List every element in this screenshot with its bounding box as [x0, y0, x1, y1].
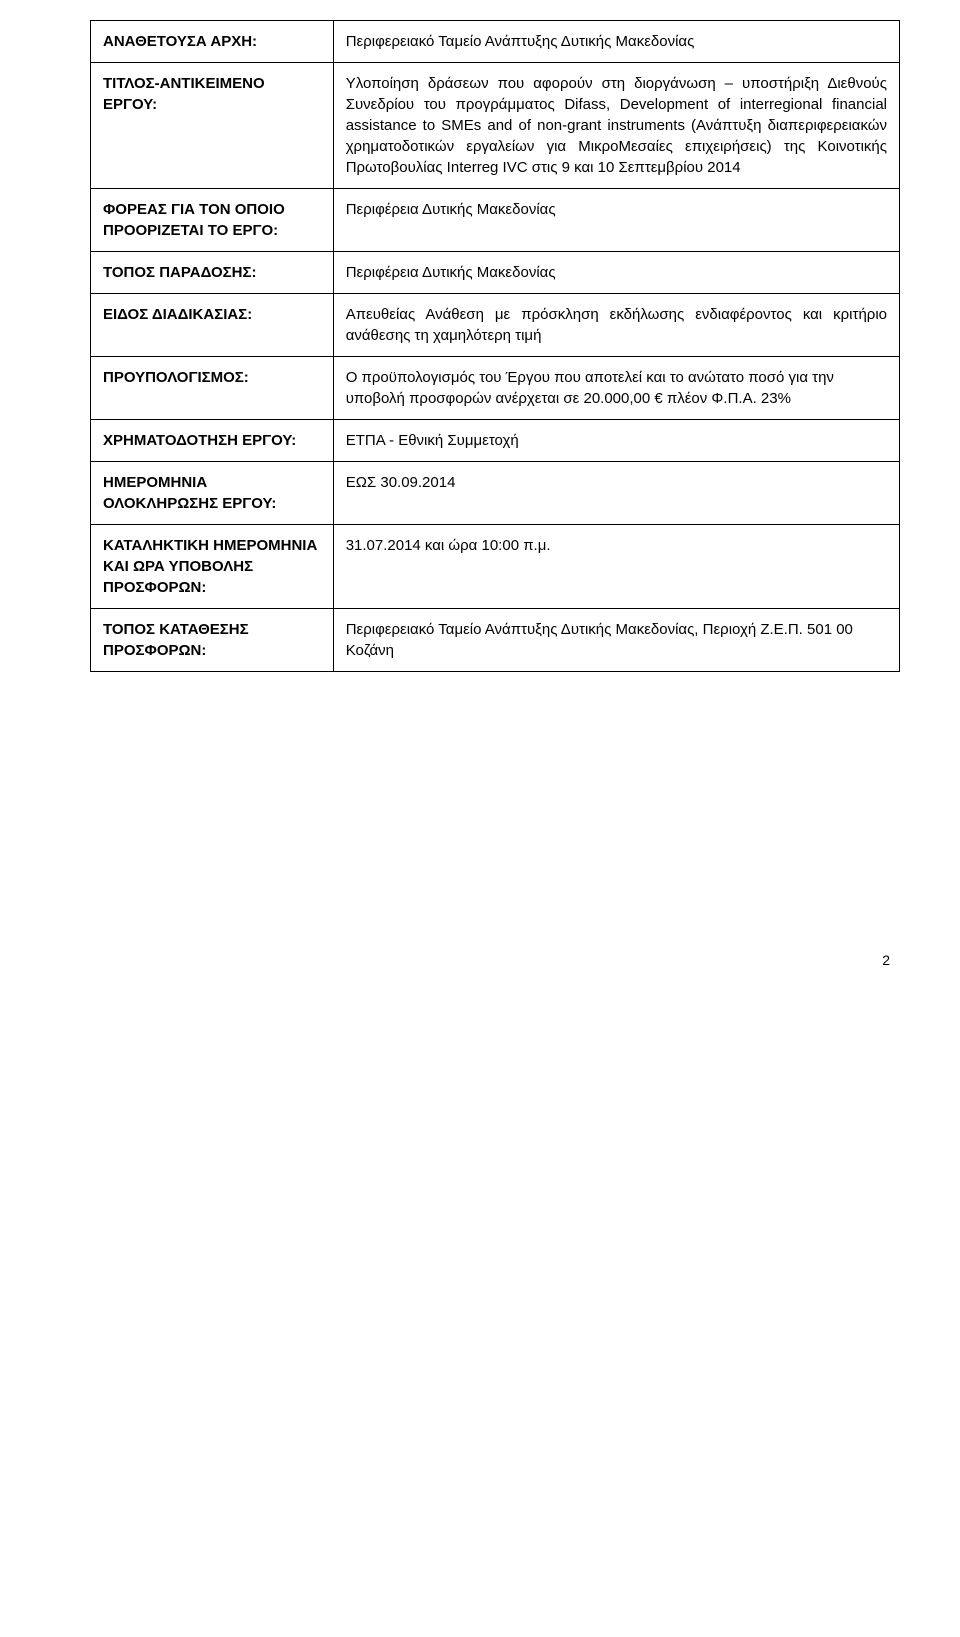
row-value: Απευθείας Ανάθεση με πρόσκληση εκδήλωσης… — [333, 294, 899, 357]
table-row: ΚΑΤΑΛΗΚΤΙΚΗ ΗΜΕΡΟΜΗΝΙΑ ΚΑΙ ΩΡΑ ΥΠΟΒΟΛΗΣ … — [91, 525, 900, 609]
row-label: ΤΙΤΛΟΣ-ΑΝΤΙΚΕΙΜΕΝΟ ΕΡΓΟΥ: — [91, 63, 334, 189]
table-row: ΤΙΤΛΟΣ-ΑΝΤΙΚΕΙΜΕΝΟ ΕΡΓΟΥ: Υλοποίηση δράσ… — [91, 63, 900, 189]
row-label: ΚΑΤΑΛΗΚΤΙΚΗ ΗΜΕΡΟΜΗΝΙΑ ΚΑΙ ΩΡΑ ΥΠΟΒΟΛΗΣ … — [91, 525, 334, 609]
row-value: Περιφερειακό Ταμείο Ανάπτυξης Δυτικής Μα… — [333, 609, 899, 672]
row-label: ΦΟΡΕΑΣ ΓΙΑ ΤΟΝ ΟΠΟΙΟ ΠΡΟΟΡΙΖΕΤΑΙ ΤΟ ΕΡΓΟ… — [91, 189, 334, 252]
table-row: ΠΡΟΥΠΟΛΟΓΙΣΜΟΣ: Ο προϋπολογισμός του Έργ… — [91, 357, 900, 420]
row-label: ΧΡΗΜΑΤΟΔΟΤΗΣΗ ΕΡΓΟΥ: — [91, 420, 334, 462]
row-value: Περιφέρεια Δυτικής Μακεδονίας — [333, 252, 899, 294]
table-row: ΕΙΔΟΣ ΔΙΑΔΙΚΑΣΙΑΣ: Απευθείας Ανάθεση με … — [91, 294, 900, 357]
table-row: ΦΟΡΕΑΣ ΓΙΑ ΤΟΝ ΟΠΟΙΟ ΠΡΟΟΡΙΖΕΤΑΙ ΤΟ ΕΡΓΟ… — [91, 189, 900, 252]
row-value: 31.07.2014 και ώρα 10:00 π.μ. — [333, 525, 899, 609]
table-row: ΤΟΠΟΣ ΠΑΡΑΔΟΣΗΣ: Περιφέρεια Δυτικής Μακε… — [91, 252, 900, 294]
table-row: ΑΝΑΘΕΤΟΥΣΑ ΑΡΧΗ: Περιφερειακό Ταμείο Ανά… — [91, 21, 900, 63]
row-value: Υλοποίηση δράσεων που αφορούν στη διοργά… — [333, 63, 899, 189]
row-value: Ο προϋπολογισμός του Έργου που αποτελεί … — [333, 357, 899, 420]
row-label: ΤΟΠΟΣ ΠΑΡΑΔΟΣΗΣ: — [91, 252, 334, 294]
table-body: ΑΝΑΘΕΤΟΥΣΑ ΑΡΧΗ: Περιφερειακό Ταμείο Ανά… — [91, 21, 900, 672]
row-label: ΠΡΟΥΠΟΛΟΓΙΣΜΟΣ: — [91, 357, 334, 420]
row-label: ΤΟΠΟΣ ΚΑΤΑΘΕΣΗΣ ΠΡΟΣΦΟΡΩΝ: — [91, 609, 334, 672]
document-info-table: ΑΝΑΘΕΤΟΥΣΑ ΑΡΧΗ: Περιφερειακό Ταμείο Ανά… — [90, 20, 900, 672]
table-row: ΧΡΗΜΑΤΟΔΟΤΗΣΗ ΕΡΓΟΥ: ΕΤΠΑ - Εθνική Συμμε… — [91, 420, 900, 462]
page-number: 2 — [90, 952, 900, 968]
row-value: Περιφερειακό Ταμείο Ανάπτυξης Δυτικής Μα… — [333, 21, 899, 63]
row-label: ΕΙΔΟΣ ΔΙΑΔΙΚΑΣΙΑΣ: — [91, 294, 334, 357]
row-value: ΕΤΠΑ - Εθνική Συμμετοχή — [333, 420, 899, 462]
table-row: ΤΟΠΟΣ ΚΑΤΑΘΕΣΗΣ ΠΡΟΣΦΟΡΩΝ: Περιφερειακό … — [91, 609, 900, 672]
row-value: Περιφέρεια Δυτικής Μακεδονίας — [333, 189, 899, 252]
row-label: ΗΜΕΡΟΜΗΝΙΑ ΟΛΟΚΛΗΡΩΣΗΣ ΕΡΓΟΥ: — [91, 462, 334, 525]
row-label: ΑΝΑΘΕΤΟΥΣΑ ΑΡΧΗ: — [91, 21, 334, 63]
row-value: ΕΩΣ 30.09.2014 — [333, 462, 899, 525]
table-row: ΗΜΕΡΟΜΗΝΙΑ ΟΛΟΚΛΗΡΩΣΗΣ ΕΡΓΟΥ: ΕΩΣ 30.09.… — [91, 462, 900, 525]
